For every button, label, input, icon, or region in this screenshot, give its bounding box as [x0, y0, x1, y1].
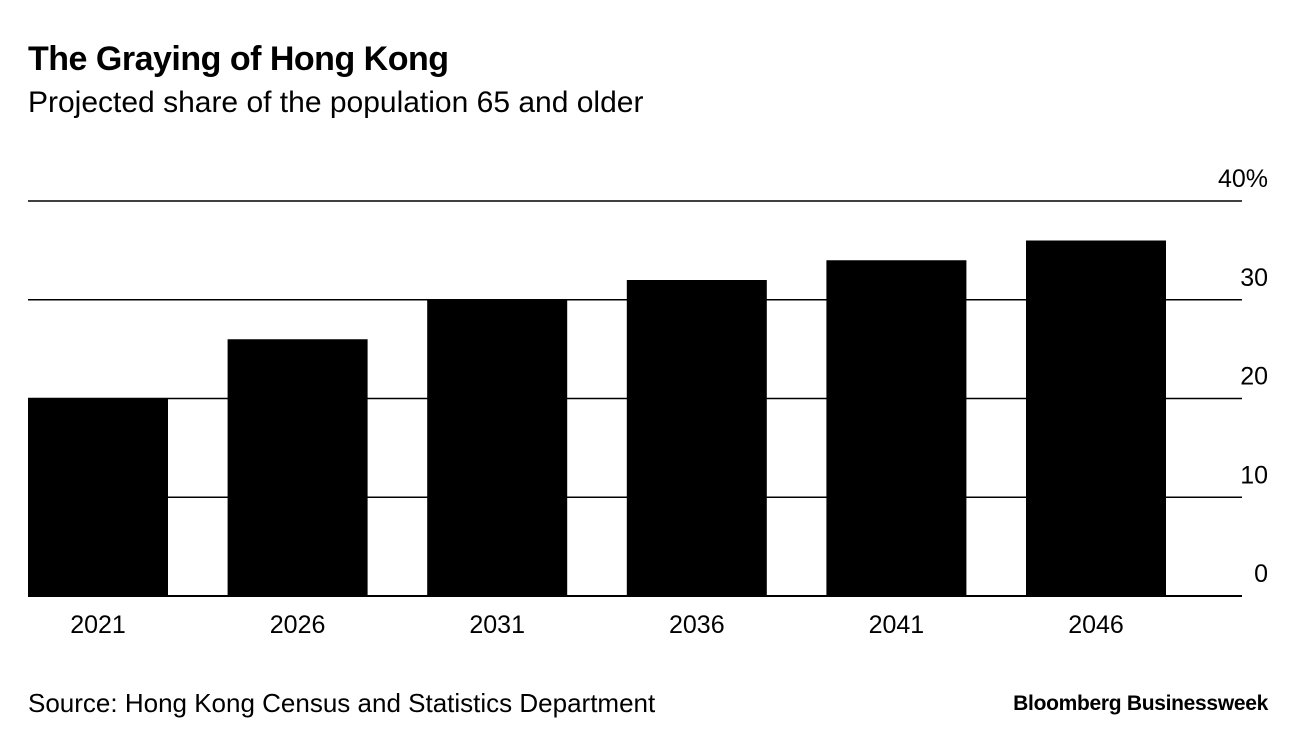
bar-2026: [227, 339, 368, 596]
bar-2021: [28, 398, 168, 596]
bar-2046: [1026, 240, 1166, 596]
x-tick-label: 2026: [270, 611, 326, 639]
x-tick-label: 2036: [669, 611, 725, 639]
x-tick-label: 2041: [869, 611, 925, 639]
x-tick-label: 2031: [469, 611, 525, 639]
bars: [28, 240, 1166, 596]
source-note: Source: Hong Kong Census and Statistics …: [28, 688, 656, 718]
bar-2041: [826, 260, 967, 596]
y-axis-ticks: 0 10 20 30 40%: [1218, 165, 1268, 588]
y-tick-label: 0: [1254, 560, 1268, 588]
x-axis-ticks: 2021 2026 2031 2036 2041 2046: [70, 611, 1124, 639]
bar-2031: [427, 299, 568, 596]
y-tick-label: 40%: [1218, 165, 1268, 193]
y-tick-label: 30: [1240, 264, 1268, 292]
bar-2036: [626, 280, 767, 596]
chart-title: The Graying of Hong Kong: [28, 40, 449, 78]
brand-logo: Bloomberg Businessweek: [1013, 692, 1268, 715]
x-tick-label: 2046: [1068, 611, 1124, 639]
x-tick-label: 2021: [70, 611, 126, 639]
y-tick-label: 20: [1240, 363, 1268, 391]
chart-subtitle: Projected share of the population 65 and…: [28, 86, 644, 119]
y-tick-label: 10: [1240, 461, 1268, 489]
